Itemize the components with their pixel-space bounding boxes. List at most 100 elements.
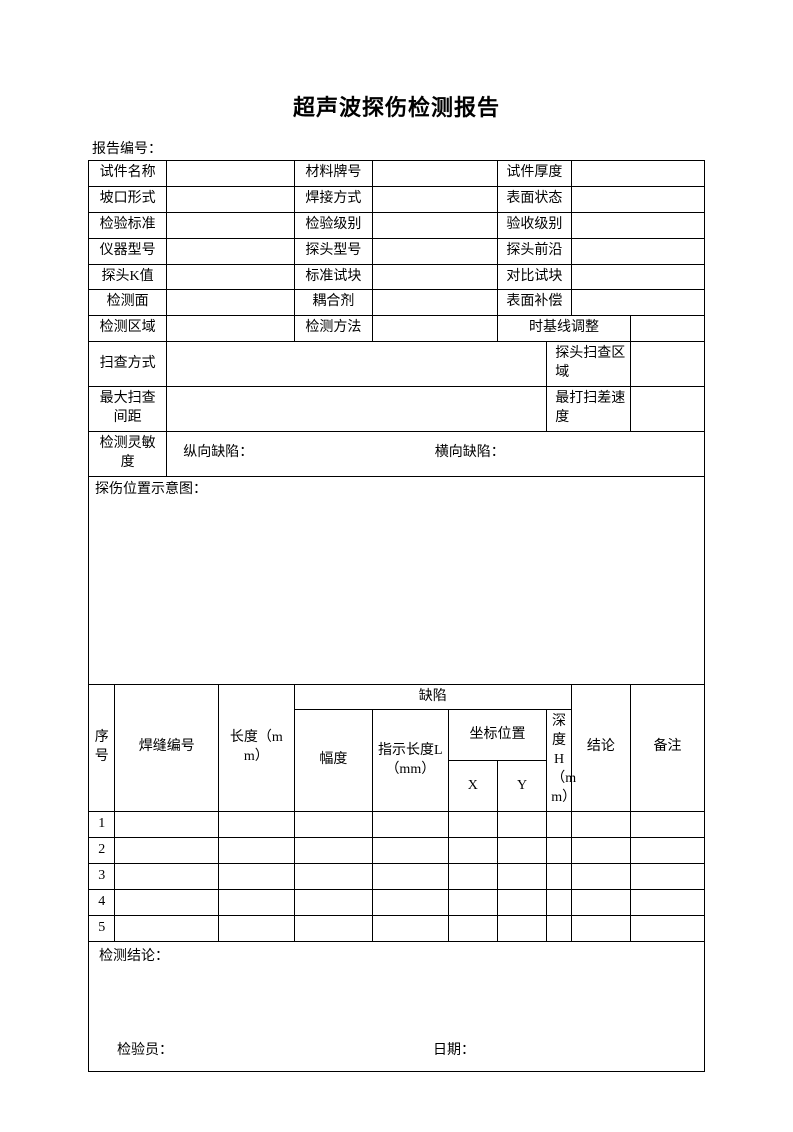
cell-amplitude: [294, 811, 372, 837]
label-max-scan-speed: 最打扫差速度: [547, 387, 631, 432]
report-number-label: 报告编号：: [92, 138, 705, 158]
value-instrument-model: [167, 238, 295, 264]
label-ref-block: 对比试块: [497, 264, 571, 290]
cell-x: [448, 863, 497, 889]
table-row: 4: [89, 889, 705, 915]
longitudinal-defect-label: 纵向缺陷：: [183, 444, 431, 463]
cell-remark: [630, 837, 704, 863]
value-probe-scan-area: [630, 342, 704, 387]
cell-seq: 2: [89, 837, 115, 863]
label-scan-mode: 扫查方式: [89, 342, 167, 387]
cell-remark: [630, 863, 704, 889]
label-inspection-standard: 检验标准: [89, 212, 167, 238]
value-inspection-standard: [167, 212, 295, 238]
value-scan-mode: [167, 342, 547, 387]
table-row: 3: [89, 863, 705, 889]
inspector-label: 检验员：: [117, 1042, 173, 1061]
cell-weld-no: [115, 837, 218, 863]
scan-row: 最大扫查间距 最打扫差速度: [89, 387, 705, 432]
cell-amplitude: [294, 837, 372, 863]
signature-line: 检验员： 日期：: [89, 1042, 704, 1061]
table-row: 1: [89, 811, 705, 837]
diagram-label: 探伤位置示意图：: [95, 482, 207, 497]
cell-conclusion: [571, 811, 630, 837]
cell-ind-len: [372, 915, 448, 941]
value-weld-method: [372, 186, 497, 212]
col-weld-no: 焊缝编号: [115, 684, 218, 811]
label-scan-surface: 检测面: [89, 290, 167, 316]
label-instrument-model: 仪器型号: [89, 238, 167, 264]
info-row: 仪器型号 探头型号 探头前沿: [89, 238, 705, 264]
label-couplant: 耦合剂: [294, 290, 372, 316]
value-specimen-name: [167, 161, 295, 187]
cell-y: [497, 863, 546, 889]
value-material-grade: [372, 161, 497, 187]
transverse-defect-label: 横向缺陷：: [435, 444, 505, 463]
conclusion-row: 检测结论： 检验员： 日期：: [89, 941, 705, 1071]
cell-length: [218, 863, 294, 889]
label-sensitivity: 检测灵敏度: [89, 431, 167, 476]
cell-y: [497, 889, 546, 915]
info-row: 检测面 耦合剂 表面补偿: [89, 290, 705, 316]
cell-depth: [547, 837, 572, 863]
col-seq: 序号: [89, 684, 115, 811]
table-row: 5: [89, 915, 705, 941]
info-row: 检测区域 检测方法 时基线调整: [89, 316, 705, 342]
label-material-grade: 材料牌号: [294, 161, 372, 187]
value-probe-k: [167, 264, 295, 290]
label-specimen-name: 试件名称: [89, 161, 167, 187]
cell-length: [218, 811, 294, 837]
info-row: 探头K值 标准试块 对比试块: [89, 264, 705, 290]
cell-length: [218, 889, 294, 915]
cell-conclusion: [571, 889, 630, 915]
cell-seq: 4: [89, 889, 115, 915]
cell-y: [497, 811, 546, 837]
value-thickness: [571, 161, 704, 187]
cell-amplitude: [294, 915, 372, 941]
value-inspection-class: [372, 212, 497, 238]
label-thickness: 试件厚度: [497, 161, 571, 187]
cell-x: [448, 889, 497, 915]
cell-ind-len: [372, 889, 448, 915]
label-inspection-area: 检测区域: [89, 316, 167, 342]
label-inspection-class: 检验级别: [294, 212, 372, 238]
table-row: 2: [89, 837, 705, 863]
cell-length: [218, 915, 294, 941]
cell-depth: [547, 863, 572, 889]
label-surface-condition: 表面状态: [497, 186, 571, 212]
cell-amplitude: [294, 863, 372, 889]
col-depth: 深度H（mm）: [547, 710, 572, 811]
value-probe-front: [571, 238, 704, 264]
cell-ind-len: [372, 837, 448, 863]
col-length: 长度（mm）: [218, 684, 294, 811]
value-scan-surface: [167, 290, 295, 316]
results-header-row-1: 序号 焊缝编号 长度（mm） 缺陷 结论 备注: [89, 684, 705, 710]
cell-seq: 3: [89, 863, 115, 889]
cell-conclusion: [571, 837, 630, 863]
cell-depth: [547, 811, 572, 837]
cell-weld-no: [115, 863, 218, 889]
date-label: 日期：: [433, 1042, 475, 1061]
cell-seq: 1: [89, 811, 115, 837]
value-groove-type: [167, 186, 295, 212]
label-weld-method: 焊接方式: [294, 186, 372, 212]
label-probe-front: 探头前沿: [497, 238, 571, 264]
cell-amplitude: [294, 889, 372, 915]
value-std-block: [372, 264, 497, 290]
diagram-row: 探伤位置示意图：: [89, 476, 705, 684]
value-acceptance-class: [571, 212, 704, 238]
label-surface-comp: 表面补偿: [497, 290, 571, 316]
col-conclusion: 结论: [571, 684, 630, 811]
info-row: 坡口形式 焊接方式 表面状态: [89, 186, 705, 212]
value-ref-block: [571, 264, 704, 290]
value-max-scan-pitch: [167, 387, 547, 432]
col-amplitude: 幅度: [294, 710, 372, 811]
cell-seq: 5: [89, 915, 115, 941]
info-row: 检验标准 检验级别 验收级别: [89, 212, 705, 238]
conclusion-label: 检测结论：: [99, 949, 169, 964]
info-row: 试件名称 材料牌号 试件厚度: [89, 161, 705, 187]
label-probe-k: 探头K值: [89, 264, 167, 290]
cell-remark: [630, 915, 704, 941]
cell-ind-len: [372, 863, 448, 889]
label-probe-model: 探头型号: [294, 238, 372, 264]
